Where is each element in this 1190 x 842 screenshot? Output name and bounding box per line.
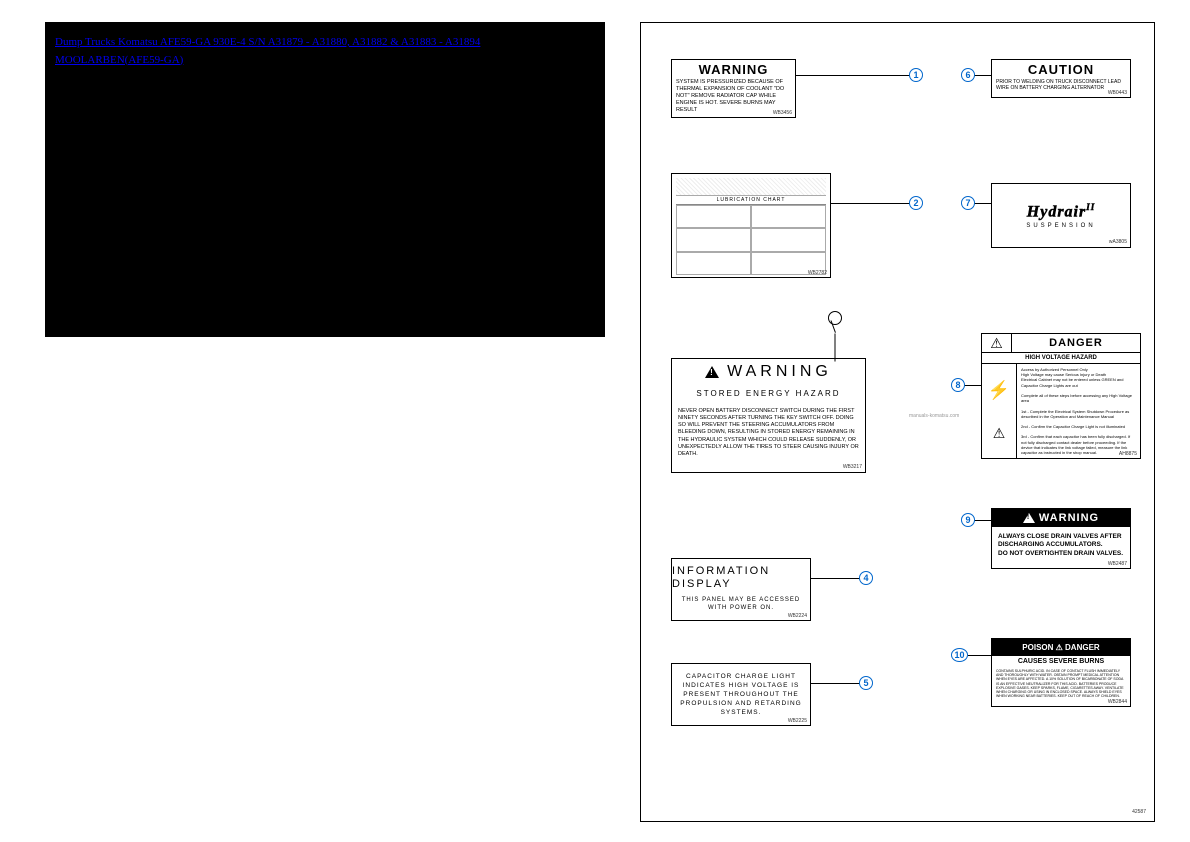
lubrication-chart-label: LUBRICATION CHART WB2782 bbox=[671, 173, 831, 278]
warning-stored-energy-label: WARNING STORED ENERGY HAZARD NEVER OPEN … bbox=[671, 358, 866, 473]
label-code: WB0443 bbox=[1108, 90, 1127, 96]
callout-4: 4 bbox=[859, 571, 873, 585]
callout-line bbox=[835, 334, 836, 362]
callout-line bbox=[974, 203, 991, 204]
hydrair-label: HydrairII SUSPENSION wA3805 bbox=[991, 183, 1131, 248]
left-panel: Dump Trucks Komatsu AFE59-GA 930E-4 S/N … bbox=[45, 22, 605, 337]
callout-line bbox=[831, 203, 911, 204]
label-code: WB2225 bbox=[788, 718, 807, 724]
warning-triangle-icon bbox=[705, 366, 719, 378]
label-title: CAUTION bbox=[992, 60, 1130, 77]
label-title: DANGER bbox=[1012, 334, 1140, 352]
label-header: WARNING bbox=[992, 509, 1130, 527]
breadcrumb-line2: MOOLARBEN(AFE59-GA) bbox=[55, 54, 183, 66]
info-display-label: INFORMATIONDISPLAY THIS PANEL MAY BE ACC… bbox=[671, 558, 811, 621]
callout-line bbox=[796, 75, 911, 76]
diagram-page: WARNING SYSTEM IS PRESSURIZED BECAUSE OF… bbox=[640, 22, 1155, 822]
label-code: WB2844 bbox=[1108, 699, 1127, 705]
chart-title: LUBRICATION CHART bbox=[676, 196, 826, 205]
label-title: INFORMATIONDISPLAY bbox=[672, 559, 810, 593]
hydrair-logo: HydrairII bbox=[1027, 202, 1095, 221]
label-title: POISON ⚠ DANGER bbox=[992, 639, 1130, 656]
callout-line bbox=[811, 683, 861, 684]
label-code: wA3805 bbox=[1109, 239, 1127, 245]
callout-line bbox=[974, 520, 991, 521]
danger-high-voltage-label: ⚠ DANGER HIGH VOLTAGE HAZARD ⚡ ⚠ Access … bbox=[981, 333, 1141, 459]
lightning-bolt-icon: ⚡ bbox=[988, 380, 1010, 401]
label-subtitle: STORED ENERGY HAZARD bbox=[672, 385, 865, 404]
label-code: WB2224 bbox=[788, 613, 807, 619]
breadcrumb-line1: Dump Trucks Komatsu AFE59-GA 930E-4 S/N … bbox=[55, 36, 480, 48]
callout-7: 7 bbox=[961, 196, 975, 210]
callout-8: 8 bbox=[951, 378, 965, 392]
label-body: CAPACITOR CHARGE LIGHT INDICATES HIGH VO… bbox=[672, 664, 810, 725]
label-code: WB3217 bbox=[843, 464, 862, 470]
caution-welding-label: CAUTION PRIOR TO WELDING ON TRUCK DISCON… bbox=[991, 59, 1131, 98]
callout-5: 5 bbox=[859, 676, 873, 690]
callout-2: 2 bbox=[909, 196, 923, 210]
callout-line bbox=[811, 578, 861, 579]
label-title: WARNING bbox=[672, 60, 795, 77]
callout-1: 1 bbox=[909, 68, 923, 82]
capacitor-charge-label: CAPACITOR CHARGE LIGHT INDICATES HIGH VO… bbox=[671, 663, 811, 726]
warning-drain-valves-label: WARNING ALWAYS CLOSE DRAIN VALVES AFTER … bbox=[991, 508, 1131, 569]
callout-6: 6 bbox=[961, 68, 975, 82]
breadcrumb-link[interactable]: Dump Trucks Komatsu AFE59-GA 930E-4 S/N … bbox=[55, 34, 595, 69]
label-title: WARNING bbox=[672, 359, 865, 385]
label-body: NEVER OPEN BATTERY DISCONNECT SWITCH DUR… bbox=[672, 404, 865, 472]
hydrair-subtitle: SUSPENSION bbox=[1026, 223, 1095, 229]
warning-pressurized-label: WARNING SYSTEM IS PRESSURIZED BECAUSE OF… bbox=[671, 59, 796, 118]
shock-person-icon: ⚠ bbox=[993, 425, 1006, 442]
callout-line bbox=[964, 385, 981, 386]
callout-9: 9 bbox=[961, 513, 975, 527]
label-body: Access by Authorized Personnel Only High… bbox=[1017, 364, 1140, 458]
callout-10: 10 bbox=[951, 648, 968, 662]
label-code: WB3456 bbox=[773, 110, 792, 116]
warning-triangle-icon bbox=[1023, 513, 1035, 523]
warning-triangle-icon: ⚠ bbox=[982, 334, 1012, 352]
label-code: WB2782 bbox=[808, 270, 827, 276]
callout-line bbox=[968, 655, 991, 656]
page-code: 42587 bbox=[1132, 809, 1146, 815]
callout-3-ring bbox=[828, 311, 842, 325]
poison-danger-label: POISON ⚠ DANGER CAUSES SEVERE BURNS CONT… bbox=[991, 638, 1131, 707]
label-subtitle: HIGH VOLTAGE HAZARD bbox=[982, 353, 1140, 364]
label-subtitle: CAUSES SEVERE BURNS bbox=[992, 656, 1130, 667]
label-code: AH8875 bbox=[1119, 451, 1137, 457]
label-code: WB2487 bbox=[1108, 561, 1127, 567]
watermark-text: manuals-komatsu.com bbox=[909, 413, 959, 419]
chart-illustration bbox=[676, 178, 826, 196]
callout-line bbox=[974, 75, 991, 76]
